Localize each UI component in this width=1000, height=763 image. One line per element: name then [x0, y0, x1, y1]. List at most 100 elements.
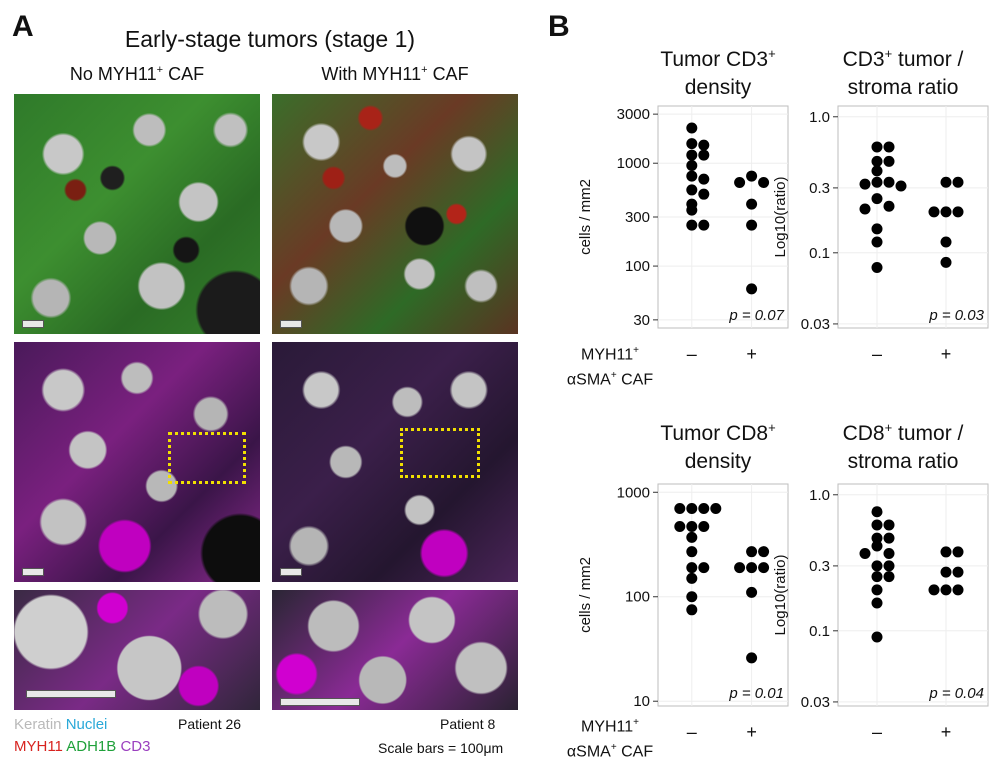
- data-point: [698, 502, 710, 514]
- p-value-annotation: p = 0.03: [928, 307, 984, 324]
- data-point: [686, 531, 698, 543]
- data-point: [746, 586, 758, 598]
- data-point: [746, 170, 758, 182]
- data-point: [871, 193, 883, 205]
- data-point: [686, 149, 698, 161]
- data-point: [883, 519, 895, 531]
- data-point: [686, 219, 698, 231]
- data-point: [746, 652, 758, 664]
- y-tick-label: 0.1: [809, 623, 830, 640]
- data-point: [698, 173, 710, 185]
- data-point: [940, 256, 952, 268]
- data-point: [698, 219, 710, 231]
- patient-label-left: Patient 26: [178, 716, 242, 732]
- column-header-with-myh11: With MYH11+ CAF: [272, 64, 518, 85]
- data-point: [883, 571, 895, 583]
- data-point: [686, 562, 698, 574]
- panel-b-letter: B: [548, 10, 570, 43]
- scale-bar: [280, 320, 302, 328]
- p-value-annotation: p = 0.07: [728, 307, 784, 324]
- scale-bar: [280, 568, 302, 576]
- zoom-region-box: [168, 432, 246, 484]
- micrograph-with-caf-stroma: [272, 94, 518, 334]
- y-axis-label: Log10(ratio): [772, 555, 789, 636]
- data-point: [871, 532, 883, 544]
- micrograph-with-caf-cd3: [272, 342, 518, 582]
- p-value-annotation: p = 0.04: [928, 685, 984, 702]
- data-point: [734, 562, 746, 574]
- data-point: [698, 521, 710, 533]
- x-group-line1: MYH11: [580, 718, 634, 736]
- data-point: [940, 546, 952, 558]
- y-tick-label: 1000: [617, 155, 650, 172]
- y-tick-label: 1.0: [809, 109, 830, 126]
- plot-frame: [837, 105, 989, 329]
- x-group-label-top: MYH11+ αSMA+ CAF: [555, 340, 665, 391]
- x-group-suffix: CAF: [621, 371, 654, 389]
- data-point: [940, 566, 952, 578]
- data-point: [686, 546, 698, 558]
- column-header-no-myh11-text: No MYH11: [69, 64, 157, 84]
- scale-bar: [280, 698, 360, 706]
- data-point: [686, 138, 698, 150]
- scale-bar: [22, 568, 44, 576]
- legend-keratin: Keratin: [14, 716, 62, 733]
- data-point: [698, 188, 710, 200]
- data-point: [710, 502, 722, 514]
- data-point: [859, 548, 871, 560]
- column-header-with-myh11-text: With MYH11: [321, 64, 422, 84]
- data-point: [895, 180, 907, 192]
- data-point: [674, 521, 686, 533]
- legend-myh11: MYH11: [14, 738, 63, 755]
- data-point: [686, 572, 698, 584]
- data-point: [952, 584, 964, 596]
- y-tick-label: 0.3: [809, 180, 830, 197]
- p-value-annotation: p = 0.01: [728, 685, 784, 702]
- y-tick-label: 1.0: [809, 487, 830, 504]
- x-group-label-bottom: MYH11+ αSMA+ CAF: [555, 712, 665, 763]
- data-point: [871, 223, 883, 235]
- scale-bar-note: Scale bars = 100μm: [378, 740, 504, 756]
- data-point: [758, 176, 770, 188]
- data-point: [871, 631, 883, 643]
- data-point: [859, 178, 871, 190]
- data-point: [746, 562, 758, 574]
- plot-title-cd8-density: Tumor CD8+ density: [660, 420, 776, 473]
- micrograph-no-caf-stroma: [14, 94, 260, 334]
- data-point: [871, 597, 883, 609]
- data-point: [928, 584, 940, 596]
- y-tick-label: 0.1: [809, 245, 830, 262]
- x-tick-label: +: [746, 722, 757, 742]
- data-point: [871, 571, 883, 583]
- data-point: [871, 560, 883, 572]
- channel-legend-line1: Keratin Nuclei: [14, 716, 107, 733]
- data-point: [698, 562, 710, 574]
- x-group-line2: αSMA: [566, 371, 611, 389]
- data-point: [734, 176, 746, 188]
- y-tick-label: 30: [633, 312, 650, 329]
- data-point: [698, 149, 710, 161]
- data-point: [952, 176, 964, 188]
- data-point: [686, 604, 698, 616]
- data-point: [952, 206, 964, 218]
- data-point: [883, 548, 895, 560]
- y-tick-label: 300: [625, 209, 650, 226]
- channel-legend-line2: MYH11 ADH1B CD3: [14, 738, 150, 755]
- data-point: [871, 155, 883, 167]
- superscript: +: [610, 742, 617, 754]
- x-tick-label: –: [872, 722, 882, 742]
- x-tick-label: +: [941, 344, 952, 364]
- data-point: [686, 170, 698, 182]
- y-tick-label: 0.03: [801, 316, 830, 333]
- data-point: [871, 584, 883, 596]
- micrograph-no-caf-zoom: [14, 590, 260, 710]
- patient-label-right: Patient 8: [440, 716, 496, 732]
- panel-a-title: Early-stage tumors (stage 1): [124, 26, 416, 52]
- data-point: [686, 184, 698, 196]
- scale-bar: [26, 690, 116, 698]
- y-axis-label: Log10(ratio): [772, 177, 789, 258]
- data-point: [871, 519, 883, 531]
- data-point: [758, 546, 770, 558]
- data-point: [883, 141, 895, 153]
